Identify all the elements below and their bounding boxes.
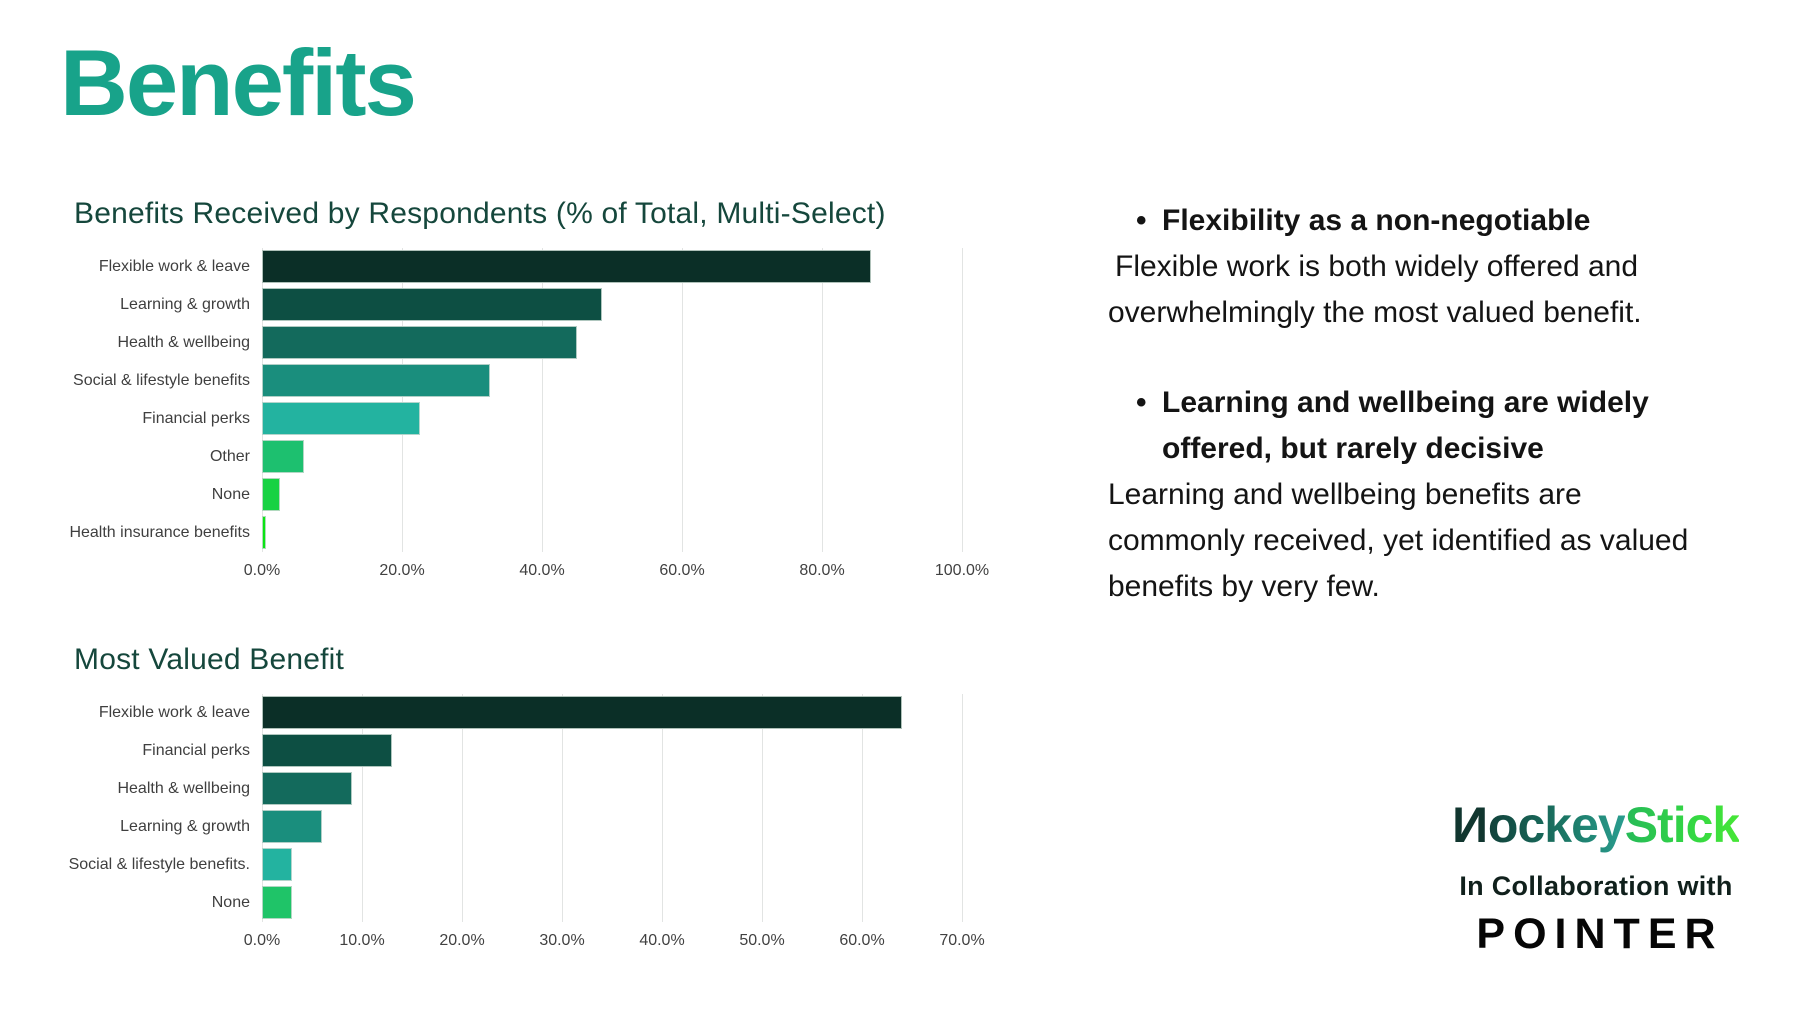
insight-1-headline-row: • Flexibility as a non-negotiable: [1108, 198, 1708, 244]
bullet-icon: •: [1136, 386, 1147, 419]
bar: [262, 810, 322, 843]
axis-tick-label: 40.0%: [519, 562, 565, 579]
plot-wrap: 0.0% 10.0% 20.0% 30.0% 40.0% 50.0% 60.0% 70.0%: [244, 694, 988, 952]
gridline: [962, 248, 963, 552]
insight-2-headline: Learning and wellbeing are widely offere…: [1162, 386, 1649, 465]
chart-most-valued: Most Valued Benefit Flexible work & leav…: [64, 642, 988, 952]
gridline: [862, 694, 863, 922]
gridline: [762, 694, 763, 922]
hockeystick-logo: NockeyStick: [1398, 795, 1794, 855]
bar: [262, 326, 577, 359]
plot-wrap: 0.0% 20.0% 40.0% 60.0% 80.0% 100.0%: [244, 248, 990, 582]
gridline: [682, 248, 683, 552]
bar-label: Health & wellbeing: [117, 780, 250, 797]
axis-tick-label: 100.0%: [934, 562, 990, 579]
x-axis: 0.0% 10.0% 20.0% 30.0% 40.0% 50.0% 60.0% 70.0%: [244, 922, 988, 952]
axis-tick-label: 30.0%: [539, 932, 585, 949]
plot-area: [262, 694, 988, 922]
x-axis: 0.0% 20.0% 40.0% 60.0% 80.0% 100.0%: [244, 552, 990, 582]
axis-tick-label: 0.0%: [243, 562, 281, 579]
bar-label: None: [211, 486, 250, 503]
category-labels: Flexible work & leave Learning & growth He…: [64, 248, 262, 552]
bar-label: Flexible work & leave: [98, 258, 250, 275]
bar: [262, 848, 292, 881]
bar-label: Financial perks: [142, 742, 250, 759]
chart-benefits-received-body: Flexible work & leave Learning & growth He…: [64, 248, 990, 582]
logo-text-hockey: ockey: [1487, 797, 1626, 853]
category-labels: Flexible work & leave Financial perks Heal…: [64, 694, 262, 922]
gridline: [822, 248, 823, 552]
gridline: [962, 694, 963, 922]
bar: [262, 440, 304, 473]
gridline: [362, 694, 363, 922]
insight-1-body: Flexible work is both widely offered and…: [1108, 250, 1642, 329]
bar-label: Financial perks: [142, 410, 250, 427]
bullet-icon: •: [1136, 204, 1147, 237]
bar: [262, 288, 602, 321]
bar-label: Health & wellbeing: [117, 334, 250, 351]
logo-stylized-h: N: [1452, 797, 1488, 853]
axis-tick-label: 70.0%: [939, 932, 985, 949]
insights-panel: • Flexibility as a non-negotiable Flexib…: [1108, 198, 1708, 654]
insight-2-headline-row: • Learning and wellbeing are widely offe…: [1108, 380, 1708, 472]
chart-benefits-received: Benefits Received by Respondents (% of T…: [64, 196, 990, 582]
gridline: [542, 248, 543, 552]
axis-tick-label: 20.0%: [439, 932, 485, 949]
axis-tick-label: 50.0%: [739, 932, 785, 949]
bar-label: Learning & growth: [120, 818, 250, 835]
bar-label: Learning & growth: [120, 296, 250, 313]
plot-area: [262, 248, 988, 552]
bar: [262, 696, 902, 729]
bar-label: Health insurance benefits: [69, 524, 250, 541]
gridline: [562, 694, 563, 922]
gridline: [262, 248, 263, 552]
insight-1-headline: Flexibility as a non-negotiable: [1162, 204, 1591, 237]
axis-tick-label: 60.0%: [839, 932, 885, 949]
insight-2-body: Learning and wellbeing benefits are comm…: [1108, 478, 1689, 603]
axis-tick-label: 20.0%: [379, 562, 425, 579]
bar: [262, 772, 352, 805]
insight-bullet-1: • Flexibility as a non-negotiable Flexib…: [1108, 198, 1708, 336]
pointer-logo: POINTER: [1476, 910, 1724, 958]
axis-tick-label: 60.0%: [659, 562, 705, 579]
bar: [262, 402, 420, 435]
bar: [262, 478, 280, 511]
bar-label: Other: [209, 448, 250, 465]
bar-label: Flexible work & leave: [98, 704, 250, 721]
gridline: [662, 694, 663, 922]
bar-label: None: [211, 894, 250, 911]
bar: [262, 250, 871, 283]
bar: [262, 364, 490, 397]
chart-most-valued-body: Flexible work & leave Financial perks Heal…: [64, 694, 988, 952]
axis-tick-label: 10.0%: [339, 932, 385, 949]
bar: [262, 516, 267, 549]
logo-text-stick: Stick: [1624, 797, 1741, 853]
gridline: [462, 694, 463, 922]
bar: [262, 886, 292, 919]
axis-tick-label: 0.0%: [243, 932, 281, 949]
page-title: Benefits: [60, 30, 417, 135]
axis-tick-label: 80.0%: [799, 562, 845, 579]
gridline: [262, 694, 263, 922]
bar: [262, 734, 392, 767]
gridline: [402, 248, 403, 552]
bar-label: Social & lifestyle benefits: [73, 372, 250, 389]
branding-block: NockeyStick In Collaboration with POINTE…: [1398, 795, 1794, 959]
chart-benefits-received-title: Benefits Received by Respondents (% of T…: [74, 197, 886, 230]
insight-bullet-2: • Learning and wellbeing are widely offe…: [1108, 380, 1708, 610]
bar-label: Social & lifestyle benefits.: [68, 856, 250, 873]
collaboration-label: In Collaboration with: [1459, 871, 1733, 901]
chart-most-valued-title: Most Valued Benefit: [74, 643, 345, 676]
axis-tick-label: 40.0%: [639, 932, 685, 949]
